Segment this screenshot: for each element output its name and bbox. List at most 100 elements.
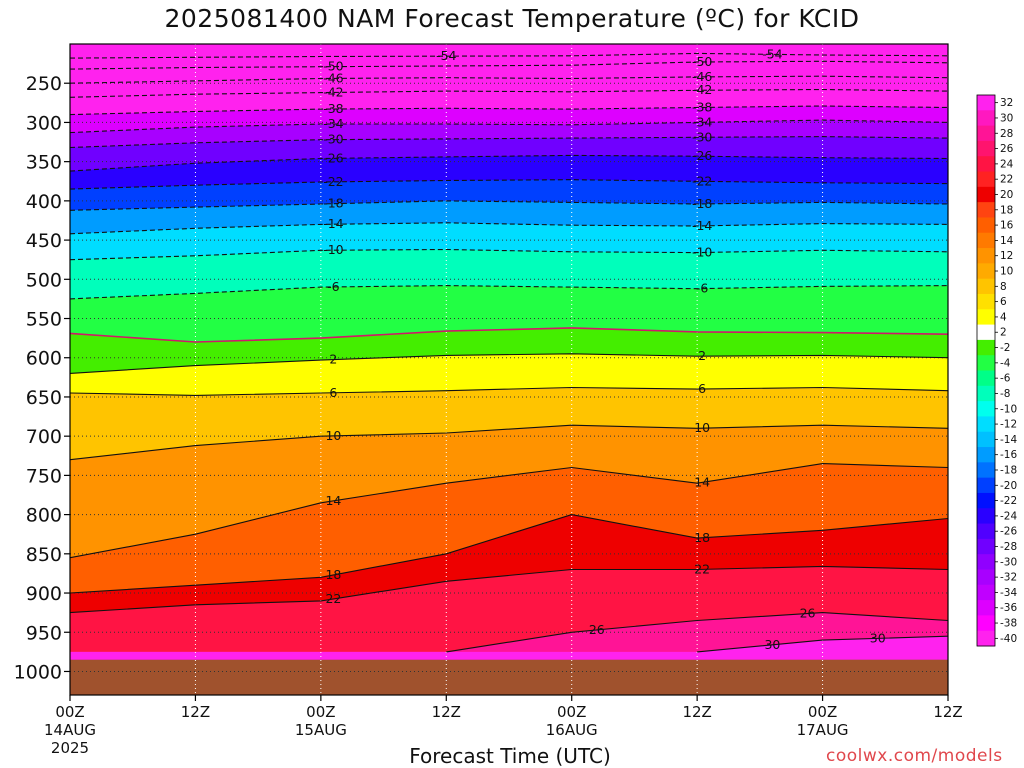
colorbar-label: -38 — [1000, 618, 1017, 630]
y-tick-label: 800 — [26, 505, 62, 527]
colorbar-swatch — [977, 508, 995, 525]
colorbar-swatch — [977, 309, 995, 326]
isotherm--54 — [70, 52, 948, 59]
isotherm-label--38: -38 — [692, 99, 712, 114]
isotherm--10 — [70, 248, 948, 261]
isotherm-30 — [697, 635, 948, 653]
isotherm-label-18: 18 — [694, 530, 710, 545]
colorbar-swatch — [977, 477, 995, 494]
y-tick-label: 750 — [26, 465, 62, 487]
colorbar-swatch — [977, 355, 995, 371]
y-tick-label: 450 — [26, 230, 62, 252]
colorbar-label: -10 — [1000, 403, 1017, 415]
isotherm--30 — [70, 136, 948, 149]
colorbar-label: -22 — [1000, 495, 1017, 507]
colorbar-label: 8 — [1000, 281, 1007, 293]
y-axis-ticks: 250 300 350 400 450 500 550 600 650 700 750 800 850 9… — [14, 73, 70, 683]
isotherm-label--42: -42 — [692, 82, 712, 97]
isotherm-label--50: -50 — [323, 59, 343, 74]
colorbar-label: -26 — [1000, 526, 1017, 538]
colorbar-swatch — [977, 370, 995, 387]
isotherm-label--34: -34 — [323, 116, 343, 131]
isotherm-label--10: -10 — [692, 245, 712, 260]
colorbar-swatch — [977, 339, 995, 356]
colorbar-swatch — [977, 492, 995, 509]
x-tick-label: 00Z — [306, 703, 335, 721]
colorbar-swatch — [977, 401, 995, 417]
colorbar-swatch — [977, 232, 995, 249]
x-tick-label: 12Z — [181, 703, 210, 721]
isotherm-label--50: -50 — [692, 54, 712, 69]
colorbar-label: -20 — [1000, 480, 1017, 492]
colorbar-label: -24 — [1000, 510, 1017, 522]
grid-lines — [70, 44, 948, 695]
isotherm-label-22: 22 — [694, 561, 710, 576]
x-tick-label: 12Z — [682, 703, 711, 721]
isotherm-label--38: -38 — [323, 101, 343, 116]
colorbar-label: 2 — [1000, 327, 1007, 339]
isotherm-label--54: -54 — [436, 48, 456, 63]
colorbar-swatch — [977, 569, 995, 586]
isotherm-label-2: 2 — [329, 352, 337, 367]
colorbar-label: 30 — [1000, 112, 1013, 124]
isotherm--34 — [70, 119, 948, 134]
colorbar-swatch — [977, 110, 995, 127]
isotherm-label-14: 14 — [694, 474, 710, 489]
isotherm-label--22: -22 — [692, 173, 712, 188]
ground-surface — [70, 659, 948, 695]
colorbar-label: 24 — [1000, 158, 1014, 170]
x-tick-label: 12Z — [432, 703, 461, 721]
isotherm-2 — [70, 353, 948, 374]
colorbar-label: -2 — [1000, 342, 1010, 354]
y-tick-label: 500 — [26, 269, 62, 291]
colorbar-swatch — [977, 462, 995, 479]
colorbar-label: 14 — [1000, 235, 1014, 247]
isotherm-label-6: 6 — [698, 381, 706, 396]
colorbar-swatch — [977, 630, 995, 647]
isotherm-18 — [70, 514, 948, 594]
isotherm-label-30: 30 — [870, 630, 886, 645]
y-tick-label: 1000 — [14, 661, 62, 683]
colorbar-frame — [976, 94, 996, 647]
colorbar-label: -18 — [1000, 464, 1017, 476]
colorbar-label: 16 — [1000, 220, 1014, 232]
isotherm-label--10: -10 — [323, 242, 343, 257]
colorbar-swatch — [977, 416, 995, 433]
colorbar-swatch — [977, 202, 995, 218]
isotherm-label-10: 10 — [325, 428, 341, 443]
colorbar-swatch — [977, 263, 995, 280]
x-tick-date: 17AUG — [797, 721, 849, 739]
isotherm-label--54: -54 — [762, 46, 782, 61]
isotherm-label--6: -6 — [327, 279, 340, 294]
credit-text: coolwx.com/models — [826, 746, 1003, 766]
colorbar: 32 30 28 26 24 22 20 18 16 14 12 10 8 6 4 2 -2 -4 -6 -8 -10 -… — [976, 94, 1017, 647]
isotherm-label--14: -14 — [692, 218, 712, 233]
isotherm--2 — [70, 327, 948, 343]
colorbar-swatch — [977, 186, 995, 203]
isotherm-label--26: -26 — [692, 148, 712, 163]
isotherm-contours — [70, 52, 948, 653]
isotherm-6 — [70, 386, 948, 396]
isotherm--14 — [70, 222, 948, 235]
colorbar-swatch — [977, 447, 995, 463]
isotherm--26 — [70, 154, 948, 172]
y-tick-label: 250 — [26, 73, 62, 95]
colorbar-swatch — [977, 385, 995, 402]
colorbar-swatch — [977, 554, 995, 570]
isotherm-label-14: 14 — [325, 493, 341, 508]
colorbar-swatch — [977, 217, 995, 234]
colorbar-label: -16 — [1000, 449, 1017, 461]
isotherm-label--30: -30 — [323, 132, 343, 147]
colorbar-label: 4 — [1000, 311, 1007, 323]
isotherm--22 — [70, 179, 948, 190]
colorbar-swatch — [977, 293, 995, 310]
y-tick-label: 350 — [26, 152, 62, 174]
colorbar-swatch — [977, 125, 995, 142]
x-tick-year: 2025 — [51, 739, 89, 757]
colorbar-label: 10 — [1000, 266, 1013, 278]
y-tick-label: 950 — [26, 622, 62, 644]
colorbar-label: -28 — [1000, 541, 1017, 553]
isotherm-label--14: -14 — [323, 216, 343, 231]
colorbar-label: -8 — [1000, 388, 1010, 400]
